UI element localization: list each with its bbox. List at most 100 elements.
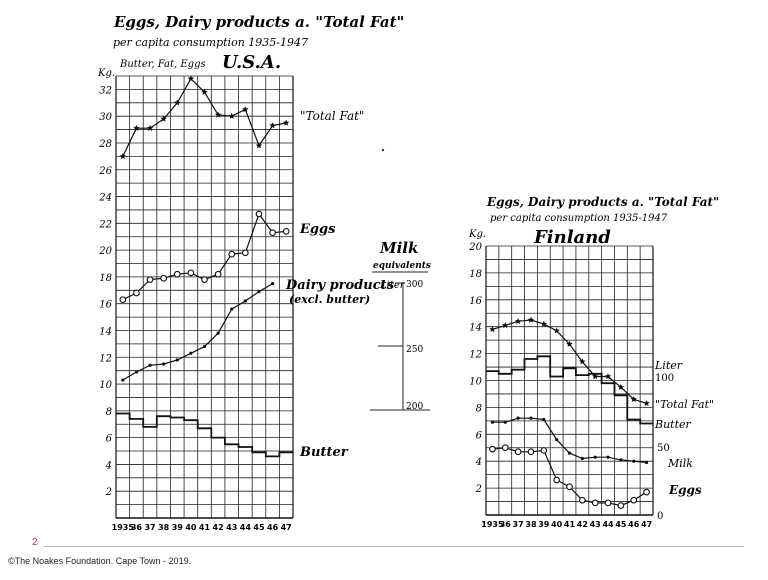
usa-series-1-point-7: [214, 270, 222, 278]
page-number: 2: [32, 537, 38, 548]
usa-series-2-line: [122, 283, 273, 381]
fin-x-tick-11: 46: [628, 520, 640, 529]
usa-y-tick-2: 2: [105, 487, 112, 498]
fin-series-3-point-8: [591, 499, 599, 507]
fin-series-3-point-7: [578, 496, 586, 504]
usa-series-1-point-9: [241, 249, 249, 257]
usa-series-0-point-5: [187, 75, 195, 82]
usa-series-1-point-11: [269, 229, 276, 237]
usa-series-1-point-12: [282, 228, 290, 235]
milk-scale-label-300: 300: [406, 280, 423, 290]
usa-y-tick-16: 16: [99, 300, 112, 311]
fin-x-tick-8: 43: [590, 520, 601, 529]
fin-series-3-point-11: [630, 496, 638, 504]
fin-x-tick-12: 47: [641, 520, 652, 529]
fin-label-total-fat: "Total Fat": [655, 398, 714, 411]
usa-series-1-point-1: [133, 289, 140, 297]
fin-y-tick-2: 2: [475, 484, 482, 495]
fin-label-milk: Milk: [667, 457, 693, 470]
usa-y-tick-6: 6: [106, 434, 113, 445]
footer-divider: [44, 546, 744, 547]
fin-series-0-point-4: [540, 320, 547, 327]
usa-series-0-point-0: [119, 153, 126, 160]
fin-series-0-point-2: [514, 317, 522, 325]
usa-y-tick-30: 30: [99, 112, 112, 123]
usa-series-0-point-1: [133, 124, 140, 131]
fin-y-tick-8: 8: [476, 403, 482, 414]
fin-series-0-point-8: [592, 373, 599, 380]
fin-series-3-point-12: [643, 488, 650, 496]
usa-series-0-point-2: [146, 124, 154, 131]
usa-x-tick-9: 44: [240, 523, 252, 532]
usa-x-tick-7: 42: [213, 523, 224, 532]
usa-y-tick-32: 32: [99, 85, 112, 96]
usa-series-2-point-9: [243, 299, 247, 303]
fin-y-unit: Kg.: [468, 229, 486, 240]
fin-label-eggs: Eggs: [668, 483, 702, 497]
usa-series-0-point-4: [174, 99, 181, 106]
usa-y-tick-10: 10: [99, 380, 112, 391]
fin-y-tick-6: 6: [476, 430, 483, 441]
usa-series-1-point-2: [146, 276, 154, 283]
fin-series-3-point-9: [604, 499, 612, 507]
fin-series-2-point-4: [542, 417, 546, 422]
fin-series-1-step-line: [486, 355, 653, 425]
usa-x-tick-3: 38: [158, 523, 170, 532]
usa-y-axis-label: Butter, Fat, Eggs: [119, 59, 206, 70]
usa-series-1-point-3: [160, 274, 168, 282]
fin-series-2-point-5: [555, 438, 559, 442]
usa-series-2: [121, 282, 275, 382]
usa-series-1: [119, 210, 290, 304]
usa-x-tick-6: 41: [199, 523, 211, 532]
usa-series-0: [119, 75, 290, 160]
fin-marks: [486, 316, 653, 509]
usa-series-2-point-6: [202, 344, 207, 349]
usa-label-dairy-line2: (excl. butter): [289, 293, 370, 306]
copyright-notice: ©The Noakes Foundation. Cape Town - 2019…: [8, 556, 192, 566]
usa-series-2-point-10: [257, 290, 261, 294]
fin-series-1: [486, 355, 653, 425]
fin-series-0-point-12: [643, 400, 650, 407]
usa-series-0-point-7: [214, 111, 222, 118]
fin-series-2-point-7: [580, 456, 584, 461]
fin-series-2-line: [492, 417, 647, 464]
usa-series-2-point-7: [216, 331, 220, 335]
fin-series-3-point-6: [566, 483, 573, 491]
usa-x-tick-5: 40: [185, 523, 197, 532]
usa-series-3: [116, 412, 293, 458]
usa-label-dairy: Dairy products: [285, 278, 395, 293]
usa-series-2-point-5: [189, 351, 193, 355]
usa-label-eggs: Eggs: [299, 222, 336, 237]
usa-series-2-point-2: [148, 363, 152, 367]
fin-series-3: [489, 444, 650, 509]
milk-scale-unit: Liter: [379, 280, 406, 291]
usa-x-tick-0: 1935: [112, 523, 135, 532]
fin-y-tick-16: 16: [469, 296, 482, 307]
fin-series-2-point-6: [567, 451, 572, 455]
fin-series-2-point-0: [490, 420, 495, 424]
fin-series-3-point-5: [553, 476, 561, 484]
usa-x-tick-10: 45: [253, 523, 265, 532]
usa-y-tick-8: 8: [106, 407, 112, 418]
usa-y-tick-22: 22: [98, 219, 112, 230]
fin-series-2: [490, 416, 649, 465]
fin-x-tick-0: 1935: [481, 520, 504, 529]
fin-series-3-point-2: [514, 448, 522, 456]
usa-y-tick-14: 14: [99, 326, 112, 337]
fin-y-tick-18: 18: [469, 269, 482, 280]
usa-country-title: U.S.A.: [222, 52, 281, 73]
fin-series-2-point-3: [529, 416, 533, 420]
milk-scale-label-250: 250: [406, 345, 423, 355]
usa-series-0-point-8: [228, 112, 235, 119]
fin-y-tick-14: 14: [469, 323, 482, 334]
usa-title-line2: per capita consumption 1935-1947: [113, 36, 308, 49]
usa-series-0-point-10: [255, 142, 263, 149]
fin-series-0-point-10: [617, 383, 625, 390]
fin-x-tick-4: 39: [538, 520, 550, 529]
milk-scale-title: Milk: [379, 239, 418, 257]
fin-series-0-point-0: [489, 326, 496, 333]
fin-series-3-point-1: [501, 444, 509, 452]
fin-series-3-line: [492, 447, 647, 507]
fin-x-tick-2: 37: [513, 520, 524, 529]
